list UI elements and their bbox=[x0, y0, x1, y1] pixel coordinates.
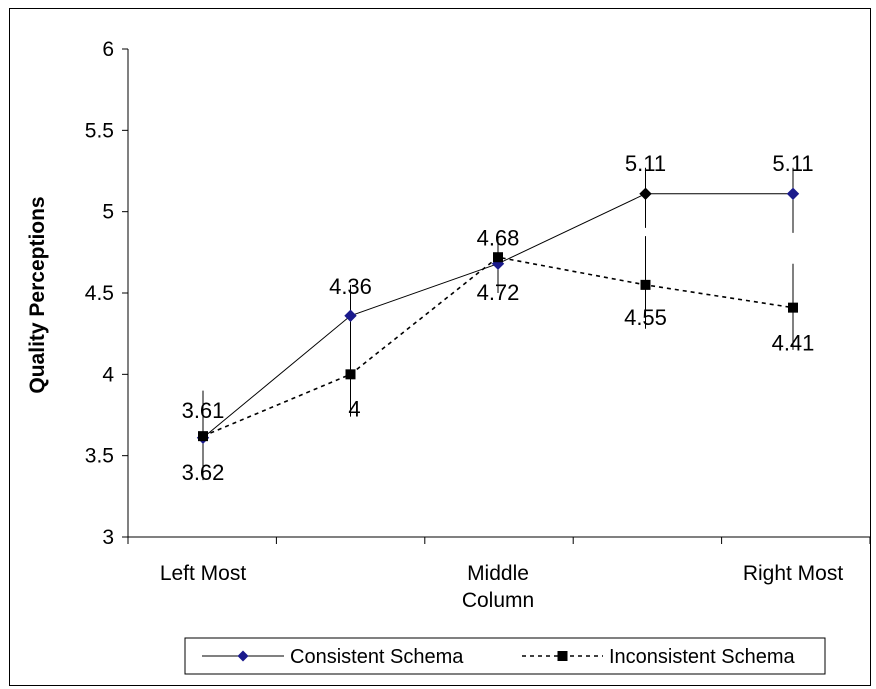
data-labels: 3.61 4.36 4.68 5.11 5.11 3.62 4 4.72 4.55 4.41 bbox=[182, 151, 815, 485]
diamond-marker bbox=[344, 309, 357, 322]
series-line-2 bbox=[202, 256, 794, 437]
data-label: 5.11 bbox=[772, 151, 813, 176]
square-marker bbox=[493, 252, 503, 263]
legend-label: Consistent Schema bbox=[290, 646, 464, 668]
legend-square-marker bbox=[557, 651, 568, 661]
square-marker bbox=[640, 279, 651, 290]
y-tick-label: 3 bbox=[102, 526, 114, 549]
data-label: 3.61 bbox=[182, 398, 225, 423]
y-tick-label: 4 bbox=[102, 363, 114, 386]
square-marker bbox=[198, 431, 208, 442]
x-tick-label: Left Most bbox=[160, 562, 247, 585]
y-tick-label: 5 bbox=[102, 201, 114, 224]
error-bars bbox=[202, 167, 794, 481]
x-tick-label: Right Most bbox=[743, 562, 844, 585]
diamond-marker bbox=[639, 187, 652, 200]
legend-diamond-marker bbox=[237, 650, 249, 662]
data-label: 4 bbox=[348, 396, 360, 421]
chart-frame: 3 3.5 4 4.5 5 5.5 6 Left Most Middle Column Right … bbox=[9, 8, 871, 686]
data-label: 4.55 bbox=[624, 305, 667, 330]
data-label: 4.41 bbox=[772, 331, 815, 356]
y-tick-label: 3.5 bbox=[85, 445, 114, 468]
y-tick-label: 4.5 bbox=[85, 282, 114, 305]
legend-label: Inconsistent Schema bbox=[609, 646, 796, 668]
data-label: 5.11 bbox=[625, 151, 666, 176]
y-axis-title: Quality Perceptions bbox=[26, 196, 49, 393]
square-marker bbox=[788, 302, 798, 313]
y-tick-label: 6 bbox=[102, 38, 114, 61]
data-label: 3.62 bbox=[182, 460, 225, 485]
x-tick-label: Middle bbox=[467, 562, 529, 585]
legend-box bbox=[184, 637, 826, 675]
series-markers bbox=[196, 187, 800, 444]
diamond-marker bbox=[786, 187, 800, 200]
legend: Consistent Schema Inconsistent Schema bbox=[184, 637, 826, 675]
data-label: 4.72 bbox=[477, 280, 520, 305]
data-label: 4.36 bbox=[329, 274, 372, 299]
square-marker bbox=[345, 369, 356, 380]
y-tick-label: 5.5 bbox=[85, 119, 114, 142]
x-tick-label: Column bbox=[462, 589, 534, 612]
data-label: 4.68 bbox=[477, 226, 520, 251]
